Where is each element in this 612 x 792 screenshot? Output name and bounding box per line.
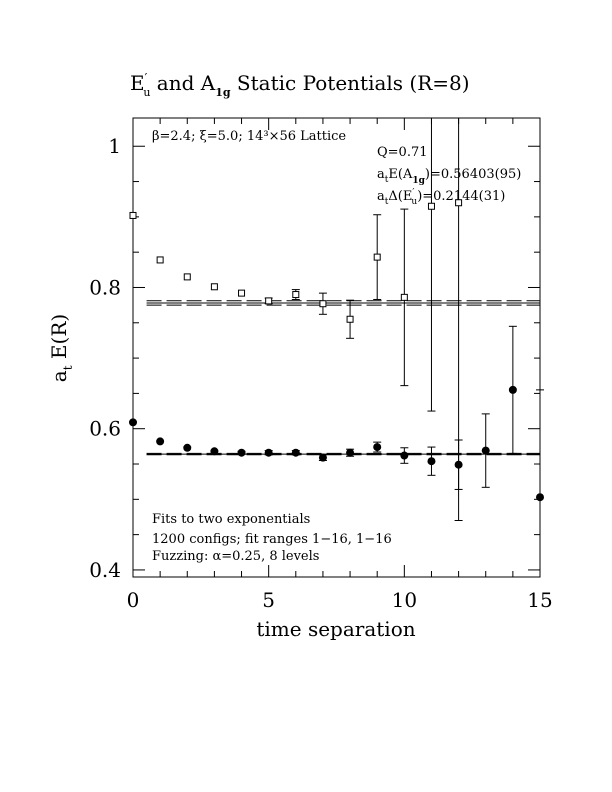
data-point-square (400, 293, 408, 301)
annot-ea-mid: E(A (388, 167, 413, 182)
annot-ea-sub-t: t (385, 175, 389, 185)
data-point-circle (346, 448, 355, 457)
annot-gap-eu: atΔ(E′ u)=0.2144(31) (377, 188, 505, 207)
y-label-rest: E(R) (47, 314, 71, 366)
data-point-square (238, 289, 246, 297)
data-point-circle (427, 457, 436, 466)
y-label-sub: t (61, 365, 75, 370)
annot-fits-title: Fits to two exponentials (152, 512, 310, 527)
annot-q: Q=0.71 (377, 145, 428, 160)
data-point-circle (264, 448, 273, 457)
data-points (129, 118, 544, 577)
data-point-circle (156, 437, 165, 446)
data-point-circle (454, 460, 463, 469)
y-tick-label: 0.6 (89, 417, 121, 441)
annot-fits-fuzzing: Fuzzing: α=0.25, 8 levels (152, 549, 319, 564)
annot-ea-sub: 1g (412, 176, 425, 186)
title-sym1: E (130, 71, 145, 95)
annot-de-prime: ′ (412, 188, 414, 198)
annot-de-pre: a (377, 189, 385, 204)
annot-de-sub-t: t (385, 197, 389, 207)
data-point-square (210, 283, 218, 291)
data-point-square (319, 300, 327, 308)
annot-energy-a1g: atE(A1g)=0.56403(95) (377, 167, 521, 186)
data-point-circle (536, 493, 544, 502)
data-point-square (427, 202, 435, 210)
title-sym2: A (200, 71, 216, 95)
x-tick-label: 10 (392, 588, 417, 612)
data-point-circle (183, 443, 192, 452)
data-point-square (156, 256, 164, 264)
data-point-square (183, 273, 191, 281)
y-label-base: a (47, 370, 71, 382)
x-tick-label: 15 (527, 588, 552, 612)
y-tick-label: 0.4 (89, 558, 121, 582)
data-point-circle (318, 453, 327, 462)
annot-fits-configs: 1200 configs; fit ranges 1−16, 1−16 (152, 532, 392, 547)
data-point-square (455, 199, 463, 207)
title-end: Static Potentials (R=8) (231, 71, 470, 95)
data-point-square (346, 315, 354, 323)
annot-de-sub: u (411, 197, 417, 207)
fit-lines (146, 300, 540, 456)
y-tick-label: 1 (108, 134, 121, 158)
data-point-circle (237, 448, 246, 457)
annot-lattice: β=2.4; ξ=5.0; 14³×56 Lattice (152, 129, 346, 144)
title-sym1-prime: ′ (145, 71, 148, 85)
axes: 0 5 10 15 0.4 0.6 0.8 1 (89, 117, 553, 612)
title-mid: and (150, 71, 200, 95)
data-point-square (373, 253, 381, 261)
data-point-circle (400, 451, 409, 460)
data-point-circle (291, 448, 300, 457)
annot-ea-val: )=0.56403(95) (425, 167, 521, 182)
data-point-square (292, 291, 300, 299)
annot-ea-pre: a (377, 167, 385, 182)
data-point-circle (508, 385, 517, 394)
data-point-circle (210, 447, 219, 456)
x-axis-label: time separation (256, 617, 415, 641)
x-tick-label: 5 (262, 588, 275, 612)
data-point-circle (481, 446, 490, 455)
plot-frame (132, 117, 541, 578)
data-point-square (129, 211, 137, 219)
y-axis-label: at E(R) (47, 314, 75, 382)
y-tick-label: 0.8 (89, 275, 121, 299)
chart-title: E′ u and A1g Static Potentials (R=8) (130, 71, 470, 99)
data-point-circle (129, 418, 137, 427)
title-sym1-sub: u (143, 86, 150, 99)
data-point-circle (373, 443, 382, 452)
annot-de-val: )=0.2144(31) (417, 189, 505, 204)
title-sym2-sub: 1g (215, 86, 231, 99)
data-point-square (265, 297, 273, 305)
x-tick-label: 0 (127, 588, 140, 612)
annot-de-mid: Δ(E (388, 189, 412, 204)
